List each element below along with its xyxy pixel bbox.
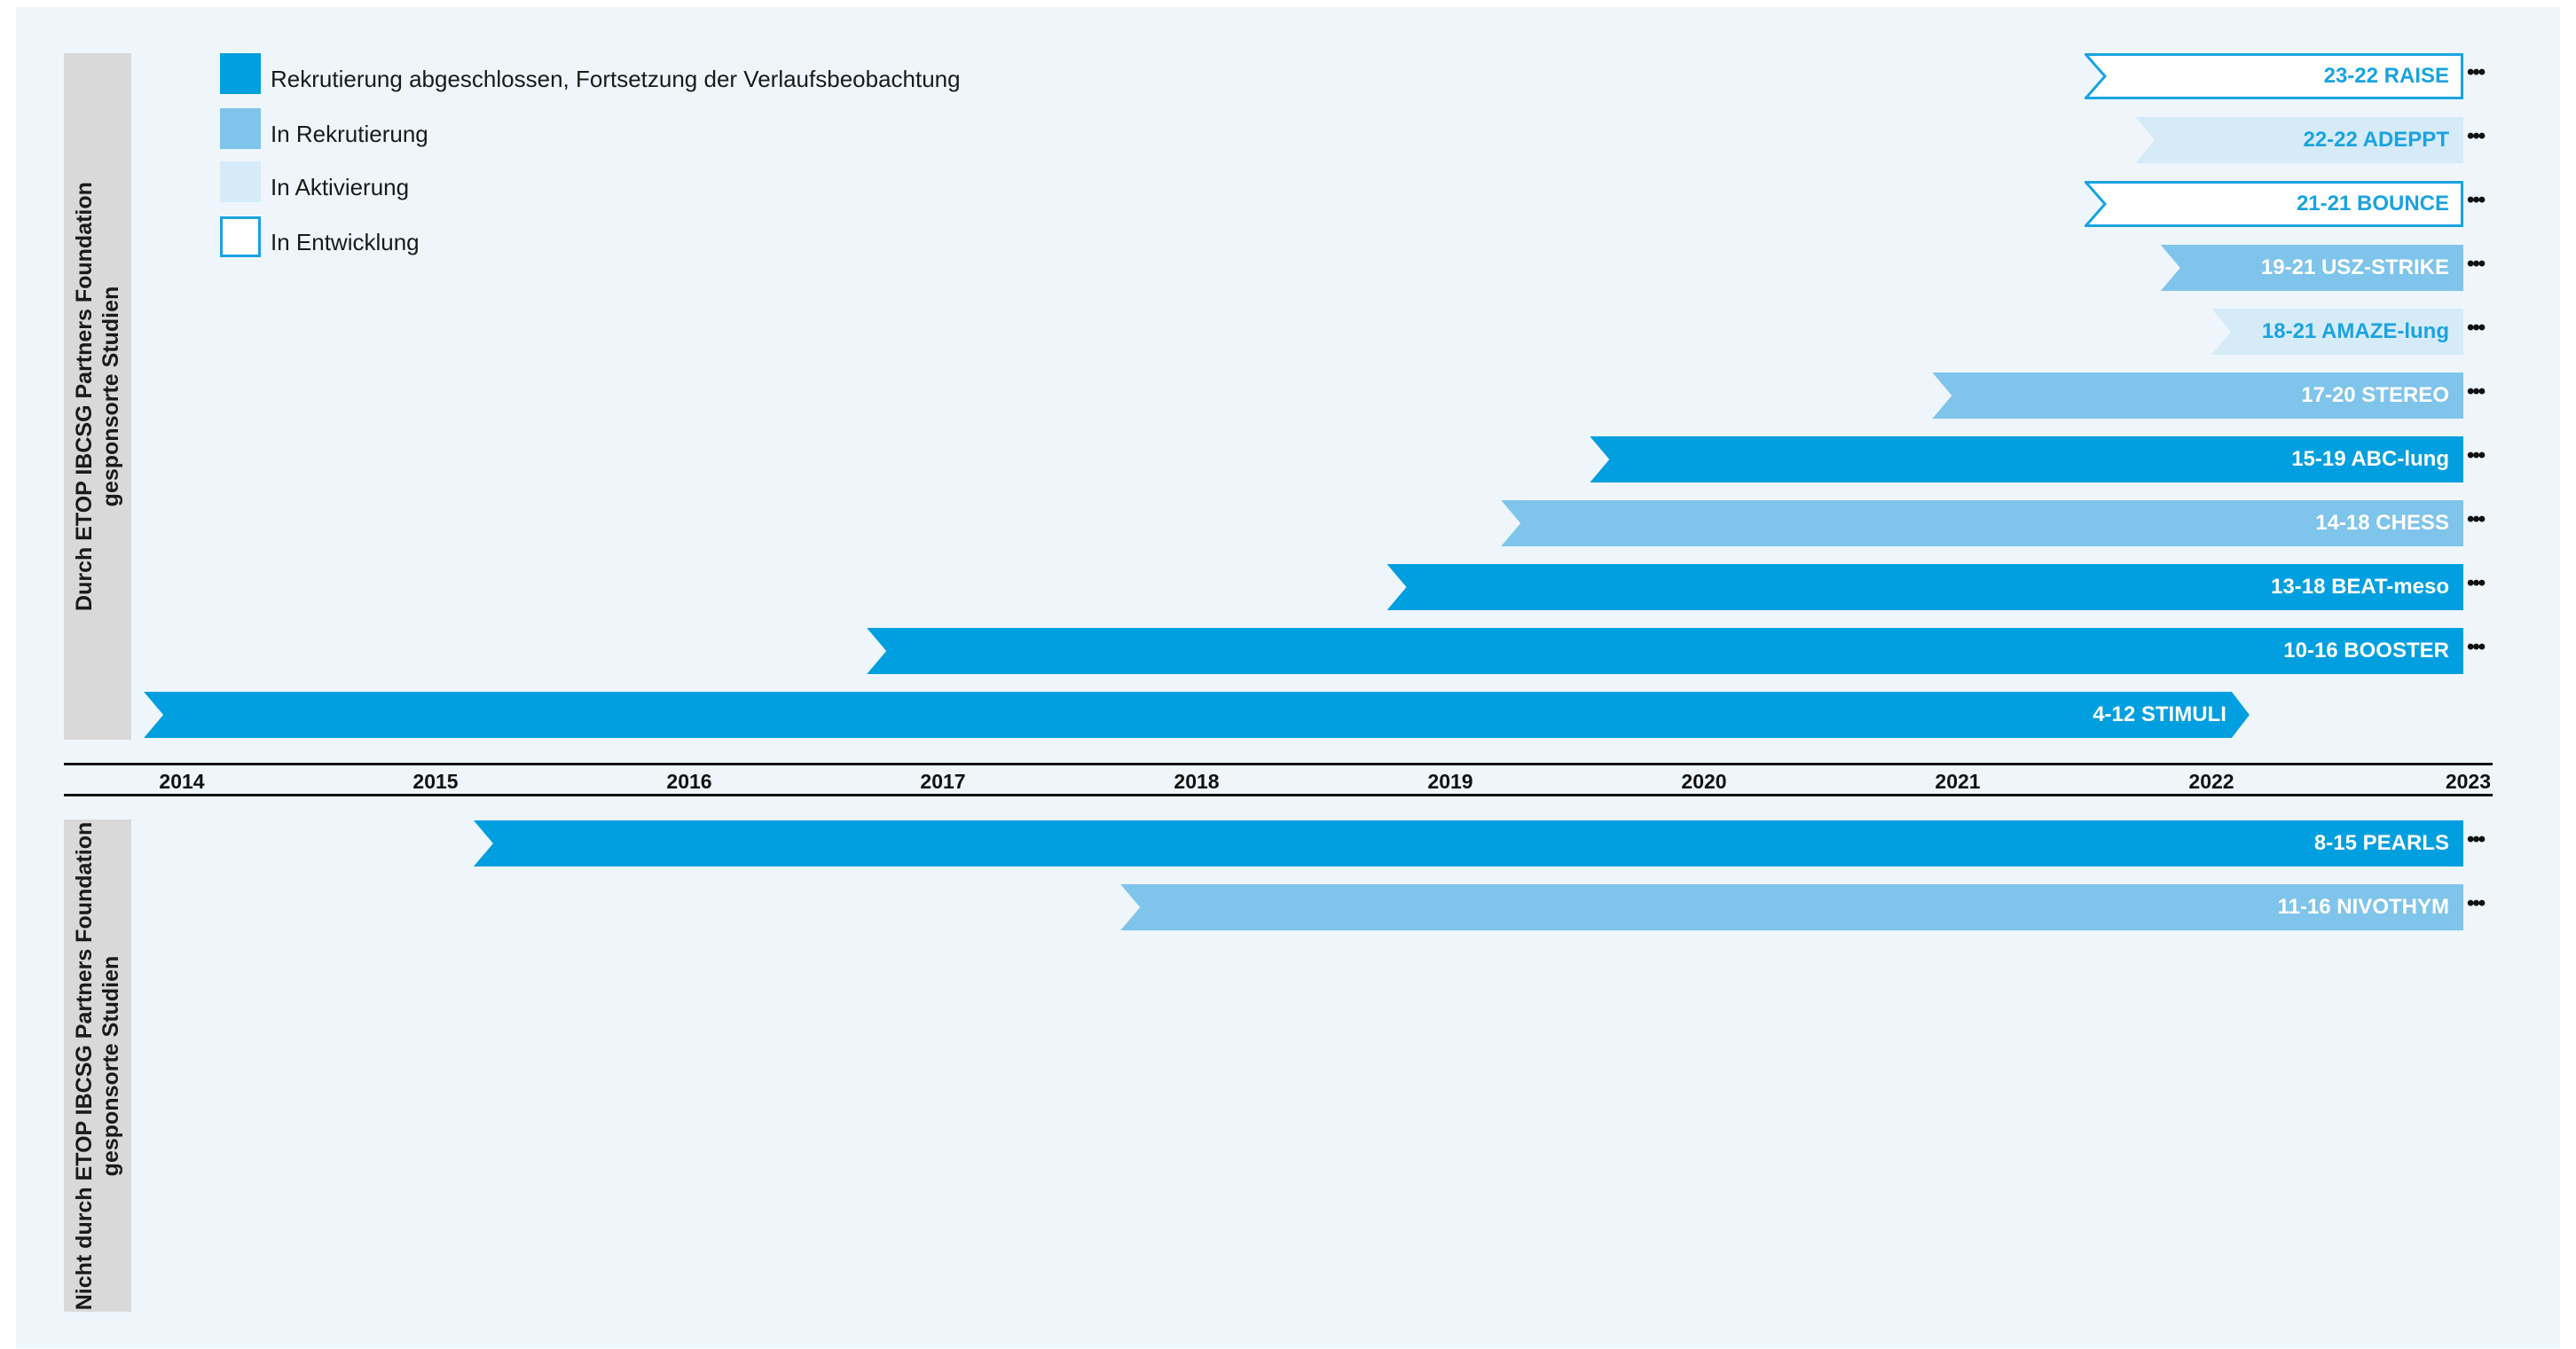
legend-swatch-recruiting: [220, 108, 261, 149]
x-axis: 2014 2015 2016 2017 2018 2019 2020 2021 2022 2023: [64, 763, 2493, 796]
bar-outline-23-22-raise: [2085, 53, 2463, 99]
continues-indicator-21-21-bounce: •••: [2467, 188, 2486, 212]
section-label-sponsored-line2: gesponsorte Studien: [98, 286, 123, 507]
section-label-not-sponsored-line2: gesponsorte Studien: [98, 955, 123, 1176]
legend-label-developing: In Entwicklung: [271, 229, 420, 255]
bar-23-22-raise[interactable]: 23-22 RAISE: [2085, 53, 2463, 99]
bar-label-22-22-adeppt: 22-22 ADEPPT: [2303, 128, 2449, 152]
bar-outline-21-21-bounce: [2085, 181, 2463, 227]
x-tick-label-2014: 2014: [159, 770, 205, 793]
continues-indicator-17-20-stereo: •••: [2467, 380, 2486, 404]
bar-13-18-beat-meso[interactable]: 13-18 BEAT-meso: [1386, 564, 2463, 610]
bar-label-18-21-amaze-lung: 18-21 AMAZE-lung: [2261, 319, 2449, 343]
x-axis-line-bottom: [64, 794, 2493, 796]
continues-indicator-22-22-adeppt: •••: [2467, 124, 2486, 148]
x-tick-label-2019: 2019: [1427, 770, 1473, 793]
section-label-sponsored-line1: Durch ETOP IBCSG Partners Foundation: [72, 182, 97, 611]
bar-label-8-15-pearls: 8-15 PEARLS: [2313, 831, 2449, 855]
bar-label-15-19-abc-lung: 15-19 ABC-lung: [2291, 447, 2449, 471]
x-tick-label-2021: 2021: [1935, 770, 1981, 793]
bar-18-21-amaze-lung[interactable]: 18-21 AMAZE-lung: [2211, 309, 2463, 355]
continues-indicator-19-21-usz-strike: •••: [2467, 252, 2486, 276]
bar-14-18-chess[interactable]: 14-18 CHESS: [1501, 500, 2463, 546]
x-tick-label-2016: 2016: [666, 770, 712, 793]
bar-4-12-stimuli[interactable]: 4-12 STIMULI: [144, 692, 2250, 738]
x-tick-label-2022: 2022: [2188, 770, 2234, 793]
continues-indicator-13-18-beat-meso: •••: [2467, 571, 2486, 595]
x-tick-label-2020: 2020: [1681, 770, 1727, 793]
bar-label-4-12-stimuli: 4-12 STIMULI: [2093, 702, 2227, 726]
bar-label-11-16-nivothym: 11-16 NIVOTHYM: [2277, 895, 2449, 919]
legend-label-completed: Rekrutierung abgeschlossen, Fortsetzung …: [271, 66, 961, 92]
continues-indicator-15-19-abc-lung: •••: [2467, 443, 2486, 467]
section-label-sponsored: Durch ETOP IBCSG Partners Foundation ges…: [64, 53, 131, 740]
bar-label-21-21-bounce: 21-21 BOUNCE: [2296, 192, 2449, 216]
legend-swatch-completed: [220, 53, 261, 94]
legend-item-recruiting: In Rekrutierung: [220, 108, 1284, 149]
continues-indicator-10-16-booster: •••: [2467, 635, 2486, 659]
bar-label-10-16-booster: 10-16 BOOSTER: [2283, 639, 2449, 663]
legend-item-developing: In Entwicklung: [220, 216, 1284, 257]
x-tick-label-2015: 2015: [412, 770, 459, 793]
bar-8-15-pearls[interactable]: 8-15 PEARLS: [473, 820, 2463, 867]
bar-label-19-21-usz-strike: 19-21 USZ-STRIKE: [2260, 255, 2449, 279]
bar-label-14-18-chess: 14-18 CHESS: [2315, 511, 2449, 535]
legend-item-activating: In Aktivierung: [220, 161, 1284, 202]
continues-indicator-11-16-nivothym: •••: [2467, 891, 2486, 915]
legend-label-activating: In Aktivierung: [271, 174, 410, 200]
continues-indicator-18-21-amaze-lung: •••: [2467, 316, 2486, 340]
legend-swatch-developing: [220, 216, 261, 257]
x-tick-label-2017: 2017: [920, 770, 966, 793]
x-axis-line-top: [64, 763, 2493, 765]
bar-19-21-usz-strike[interactable]: 19-21 USZ-STRIKE: [2160, 245, 2463, 291]
bar-15-19-abc-lung[interactable]: 15-19 ABC-lung: [1590, 436, 2463, 482]
bar-label-17-20-stereo: 17-20 STEREO: [2301, 383, 2449, 407]
legend-item-completed: Rekrutierung abgeschlossen, Fortsetzung …: [220, 53, 1284, 94]
x-tick-label-2018: 2018: [1174, 770, 1220, 793]
continues-indicator-14-18-chess: •••: [2467, 507, 2486, 531]
bar-label-13-18-beat-meso: 13-18 BEAT-meso: [2271, 575, 2449, 599]
continues-indicator-23-22-raise: •••: [2467, 60, 2486, 84]
section-label-not-sponsored: Nicht durch ETOP IBCSG Partners Foundati…: [64, 820, 131, 1312]
chart-panel: [16, 7, 2560, 1348]
x-tick-label-2023: 2023: [2445, 770, 2491, 793]
bar-17-20-stereo[interactable]: 17-20 STEREO: [1932, 373, 2463, 419]
bar-21-21-bounce[interactable]: 21-21 BOUNCE: [2085, 181, 2463, 227]
bar-22-22-adeppt[interactable]: 22-22 ADEPPT: [2135, 117, 2463, 163]
bar-label-23-22-raise: 23-22 RAISE: [2323, 64, 2449, 88]
legend-label-recruiting: In Rekrutierung: [271, 121, 428, 147]
legend-swatch-activating: [220, 161, 261, 202]
bar-10-16-booster[interactable]: 10-16 BOOSTER: [867, 628, 2463, 674]
section-label-not-sponsored-line1: Nicht durch ETOP IBCSG Partners Foundati…: [72, 821, 97, 1310]
continues-indicator-8-15-pearls: •••: [2467, 827, 2486, 851]
bar-11-16-nivothym[interactable]: 11-16 NIVOTHYM: [1120, 884, 2463, 930]
